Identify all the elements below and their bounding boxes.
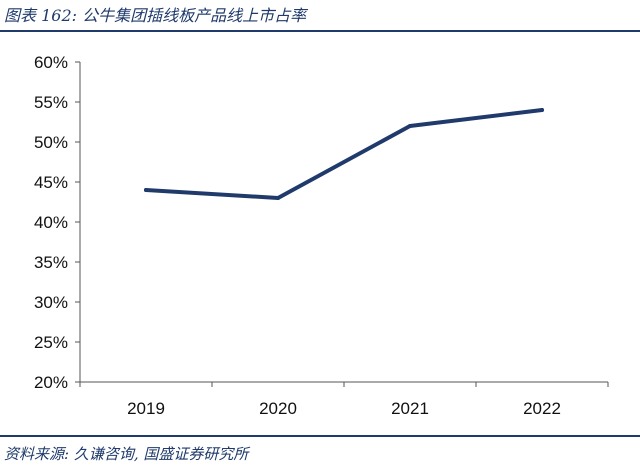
x-tick-label: 2021 [391, 399, 429, 418]
y-tick-label: 35% [34, 253, 68, 272]
y-tick-label: 25% [34, 333, 68, 352]
data-point [144, 188, 148, 192]
series-line [144, 108, 544, 200]
y-tick-label: 40% [34, 213, 68, 232]
x-tick-label: 2020 [259, 399, 297, 418]
y-tick-label: 60% [34, 53, 68, 72]
data-point [540, 108, 544, 112]
y-tick-label: 20% [34, 373, 68, 392]
y-tick-label: 45% [34, 173, 68, 192]
source-divider [0, 435, 640, 437]
data-point [276, 196, 280, 200]
y-tick-label: 55% [34, 93, 68, 112]
source-note: 资料来源: 久谦咨询, 国盛证券研究所 [4, 445, 249, 463]
x-tick-label: 2022 [523, 399, 561, 418]
chart-title: 图表 162: 公牛集团插线板产品线上市占率 [4, 6, 307, 25]
title-divider [0, 30, 640, 32]
data-point [408, 124, 412, 128]
y-tick-label: 30% [34, 293, 68, 312]
y-tick-label: 50% [34, 133, 68, 152]
x-tick-label: 2019 [127, 399, 165, 418]
